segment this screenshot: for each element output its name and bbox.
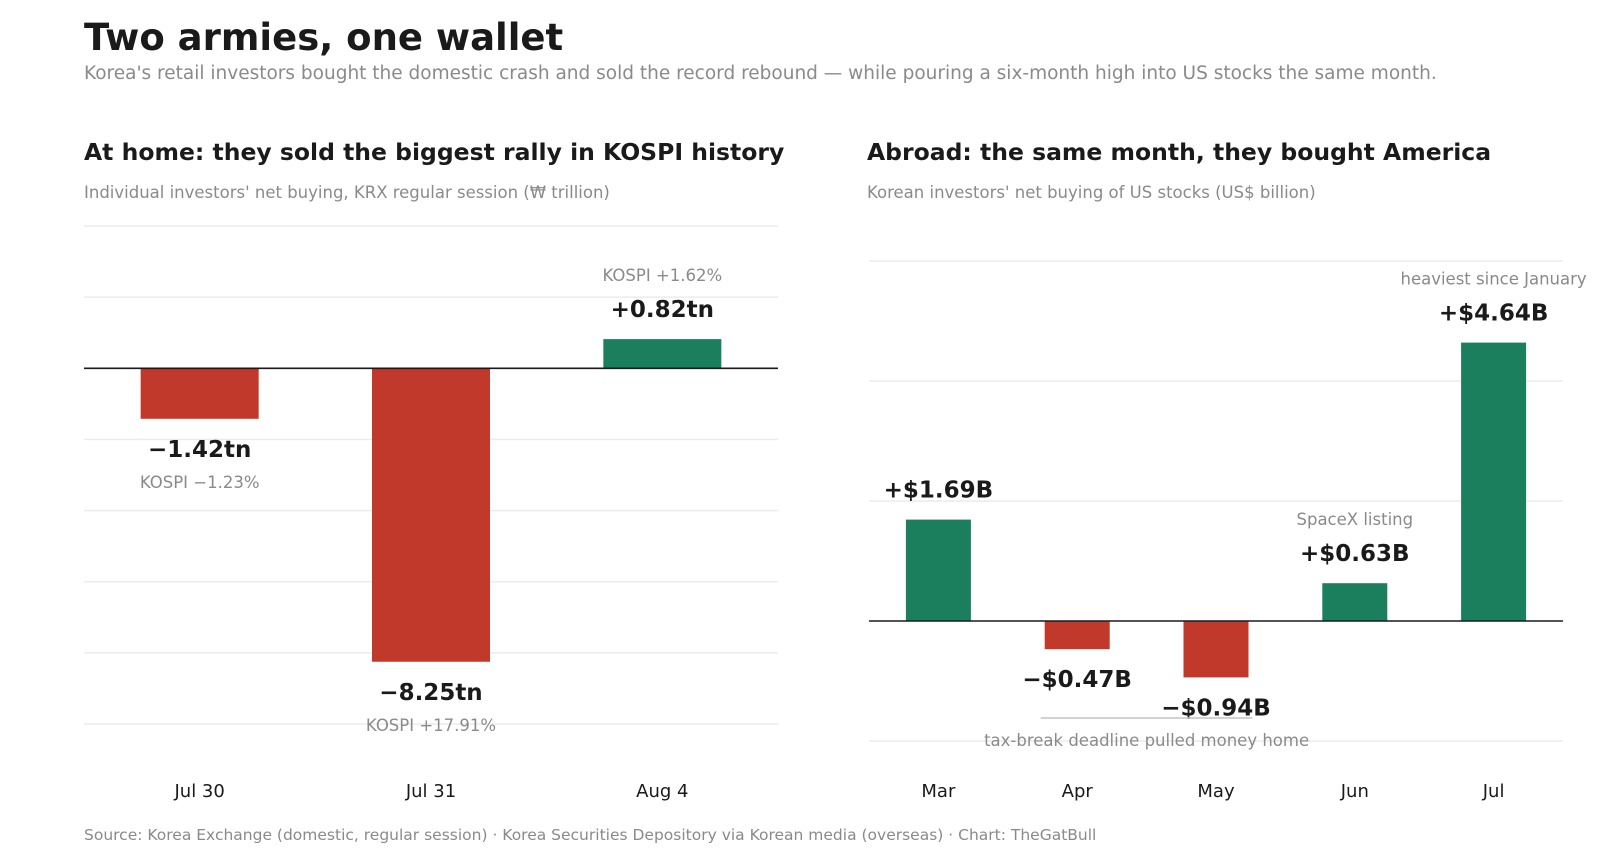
bar-jul [1461, 342, 1527, 621]
x-tick-label: Jul 31 [405, 781, 456, 802]
chart-subtitle: Korea's retail investors bought the dome… [84, 63, 1437, 84]
bar-annotation: heaviest since January [1400, 270, 1586, 289]
bracket-annotation: tax-break deadline pulled money home [984, 731, 1309, 750]
x-tick-label: Aug 4 [636, 781, 688, 802]
abroad-panel-subtitle: Korean investors' net buying of US stock… [867, 183, 1316, 202]
data-label: −1.42tn [148, 437, 251, 463]
bar-jul-31 [372, 368, 490, 662]
abroad-panel-title: Abroad: the same month, they bought Amer… [867, 138, 1492, 166]
data-label: −8.25tn [379, 680, 482, 706]
bar-annotation: KOSPI −1.23% [140, 473, 260, 492]
x-tick-label: Jun [1340, 781, 1369, 802]
data-label: +0.82tn [611, 297, 714, 323]
home-panel-subtitle: Individual investors' net buying, KRX re… [84, 183, 610, 202]
bar-jul-30 [140, 368, 259, 419]
data-label: +$1.69B [884, 478, 994, 504]
bar-apr [1044, 621, 1110, 650]
bar-may [1183, 621, 1249, 678]
bar-aug-4 [603, 339, 722, 369]
x-tick-label: Jul 30 [173, 781, 224, 802]
bar-annotation: SpaceX listing [1297, 510, 1414, 529]
bar-annotation: KOSPI +1.62% [602, 266, 722, 285]
data-label: +$0.63B [1300, 541, 1410, 567]
data-label: −$0.94B [1161, 695, 1271, 721]
bar-annotation: KOSPI +17.91% [366, 716, 496, 735]
x-tick-label: Apr [1062, 781, 1094, 802]
source-footer: Source: Korea Exchange (domestic, regula… [84, 826, 1097, 844]
x-tick-label: May [1197, 781, 1235, 802]
bar-jun [1322, 583, 1388, 621]
x-tick-label: Mar [921, 781, 956, 802]
data-label: −$0.47B [1022, 667, 1132, 693]
x-tick-label: Jul [1482, 781, 1505, 802]
home-panel-title: At home: they sold the biggest rally in … [84, 138, 785, 166]
chart-title: Two armies, one wallet [84, 16, 564, 59]
bar-mar [905, 519, 971, 621]
data-label: +$4.64B [1439, 301, 1549, 327]
